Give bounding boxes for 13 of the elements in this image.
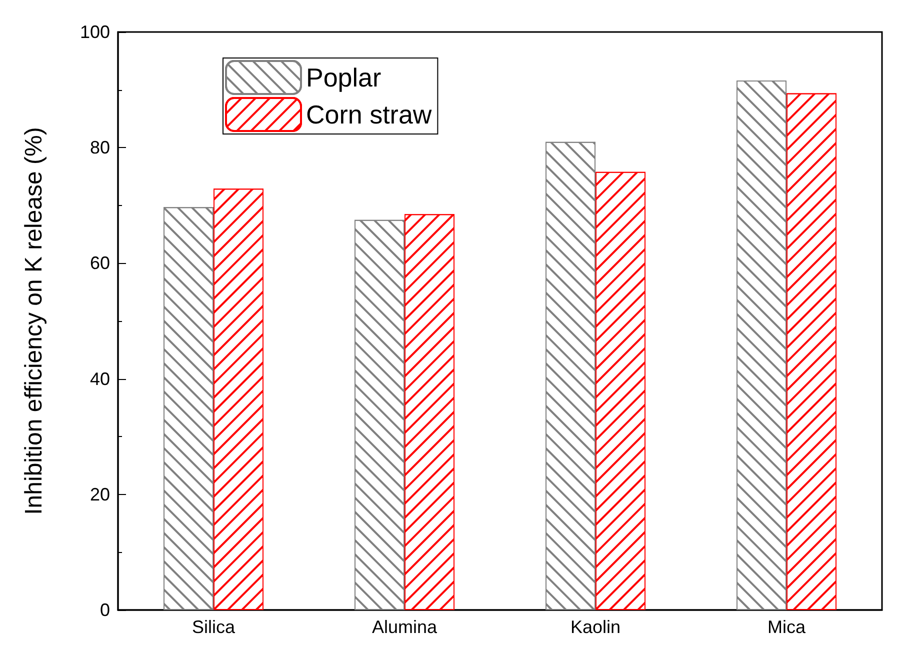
y-tick-label: 60 [90, 253, 110, 274]
legend-label: Poplar [306, 62, 382, 92]
legend-label: Corn straw [306, 100, 432, 130]
y-tick-label: 100 [80, 22, 110, 42]
x-tick-label: Kaolin [570, 617, 621, 637]
y-tick-label: 80 [90, 138, 110, 158]
y-tick-label: 40 [90, 368, 110, 389]
y-axis-title: Inhibition efficiency on K release (%) [20, 127, 48, 515]
x-tick-label: Alumina [372, 617, 438, 637]
x-tick-label: Silica [192, 617, 236, 637]
x-tick-label: Mica [767, 617, 806, 637]
y-tick-label: 20 [90, 484, 110, 504]
y-tick-label: 0 [100, 600, 110, 620]
